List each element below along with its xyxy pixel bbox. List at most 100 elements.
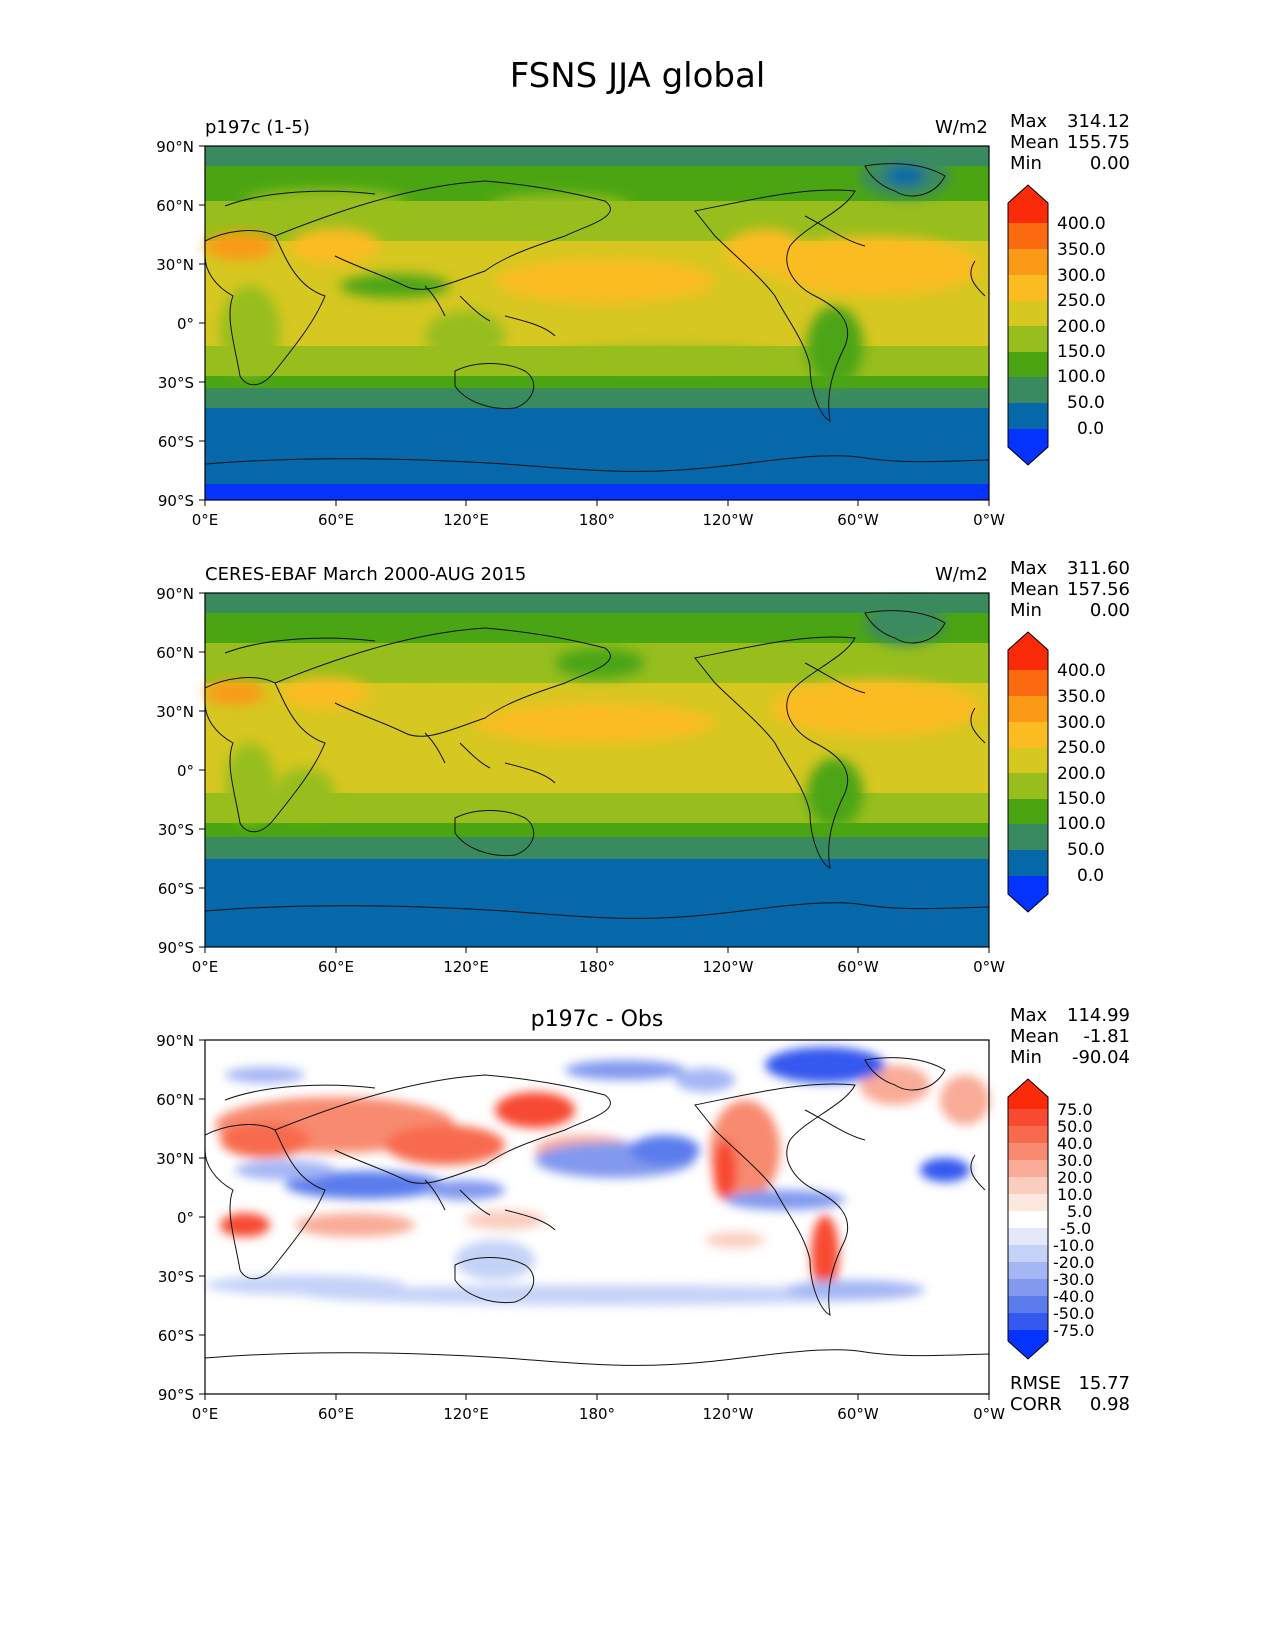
panel-3-xtick-120w: 120°W: [702, 1405, 754, 1423]
panel-1-ytick-60s: 60°S: [157, 433, 194, 451]
panel-2-min-value: 0.00: [1089, 600, 1130, 621]
panel-3-corr-label: CORR: [1010, 1394, 1062, 1415]
panel-2-cbar-label-400: 400.0: [1057, 661, 1106, 681]
panel-1-mean-value: 155.75: [1067, 132, 1130, 153]
panel-3-cbar-label-neg50: -50.0: [1053, 1304, 1095, 1323]
panel-3-cbar-label-40: 40.0: [1057, 1134, 1093, 1153]
panel-3-cbar-label-50: 50.0: [1057, 1117, 1093, 1136]
panel-3-xtick-0w: 0°W: [973, 1405, 1005, 1423]
panel-1-ytick-0: 0°: [176, 315, 194, 333]
panel-3-cbar-label-30: 30.0: [1057, 1151, 1093, 1170]
panel-3-max-label: Max: [1010, 1005, 1048, 1026]
panel-3-cbar-label-neg75: -75.0: [1053, 1321, 1095, 1340]
panel-2-mean-value: 157.56: [1067, 579, 1130, 600]
panel-1-cbar-label-400: 400.0: [1057, 214, 1106, 234]
panel-1-title: p197c (1-5): [205, 117, 310, 138]
panel-2-ytick-30n: 30°N: [156, 703, 194, 721]
panel-3-cbar-label-5: 5.0: [1067, 1202, 1093, 1221]
panel-3-xtick-60e: 60°E: [317, 1405, 355, 1423]
panel-2-cbar-label-250: 250.0: [1057, 738, 1106, 758]
panel-3-rmse-label: RMSE: [1010, 1373, 1061, 1394]
panel-2-cbar-label-150: 150.0: [1057, 789, 1106, 809]
figure-title: FSNS JJA global: [509, 56, 766, 96]
panel-3-cbar-label-neg5: -5.0: [1060, 1219, 1092, 1238]
panel-1-xtick-180: 180°: [578, 511, 616, 529]
panel-1-map: [204, 145, 990, 501]
panel-1-min-value: 0.00: [1089, 153, 1130, 174]
panel-2-ytick-90n: 90°N: [156, 585, 194, 603]
panel-1-cbar-label-0: 0.0: [1077, 419, 1105, 439]
panel-1-xtick-60w: 60°W: [837, 511, 879, 529]
panel-3-corr-value: 0.98: [1089, 1394, 1130, 1415]
panel-1-xtick-120w: 120°W: [702, 511, 754, 529]
panel-2-cbar-label-300: 300.0: [1057, 713, 1106, 733]
panel-1-cbar-label-250: 250.0: [1057, 291, 1106, 311]
panel-3-colorbar: [1007, 1078, 1049, 1360]
panel-3-cbar-label-neg10: -10.0: [1053, 1236, 1095, 1255]
panel-3-ytick-90n: 90°N: [156, 1032, 194, 1050]
panel-2-max-value: 311.60: [1067, 558, 1130, 579]
panel-1-xtick-120e: 120°E: [443, 511, 489, 529]
panel-3-max-value: 114.99: [1067, 1005, 1130, 1026]
panel-2-ytick-0: 0°: [176, 762, 194, 780]
panel-1-xtick-60e: 60°E: [317, 511, 355, 529]
panel-1-units: W/m2: [935, 117, 988, 138]
panel-2-units: W/m2: [935, 564, 988, 585]
panel-2-max-label: Max: [1010, 558, 1048, 579]
panel-1-max-value: 314.12: [1067, 111, 1130, 132]
panel-2-xtick-0w: 0°W: [973, 958, 1005, 976]
panel-3-cbar-label-75: 75.0: [1057, 1100, 1093, 1119]
panel-3-ytick-0: 0°: [176, 1209, 194, 1227]
panel-2-ytick-30s: 30°S: [157, 821, 194, 839]
panel-3-mean-value: -1.81: [1083, 1026, 1130, 1047]
panel-1-cbar-label-100: 100.0: [1057, 367, 1106, 387]
panel-2-xtick-120w: 120°W: [702, 958, 754, 976]
panel-3-xtick-180: 180°: [578, 1405, 616, 1423]
panel-1-ytick-90n: 90°N: [156, 138, 194, 156]
panel-1-ytick-90s: 90°S: [157, 492, 194, 510]
panel-3-cbar-label-20: 20.0: [1057, 1168, 1093, 1187]
panel-3-cbar-label-10: 10.0: [1057, 1185, 1093, 1204]
panel-3-mean-label: Mean: [1010, 1026, 1060, 1047]
panel-2-ytick-60n: 60°N: [156, 644, 194, 662]
panel-2-ytick-90s: 90°S: [157, 939, 194, 957]
panel-2-cbar-label-0: 0.0: [1077, 866, 1105, 886]
panel-3-ytick-90s: 90°S: [157, 1386, 194, 1404]
panel-1-cbar-label-150: 150.0: [1057, 342, 1106, 362]
panel-2-title: CERES-EBAF March 2000-AUG 2015: [205, 564, 527, 585]
panel-3-xtick-120e: 120°E: [443, 1405, 489, 1423]
panel-2-colorbar: [1007, 631, 1049, 913]
panel-3-cbar-label-neg40: -40.0: [1053, 1287, 1095, 1306]
panel-2-xtick-120e: 120°E: [443, 958, 489, 976]
panel-1-mean-label: Mean: [1010, 132, 1060, 153]
panel-2-cbar-label-100: 100.0: [1057, 814, 1106, 834]
panel-2-mean-label: Mean: [1010, 579, 1060, 600]
panel-3-xtick-0e: 0°E: [191, 1405, 219, 1423]
panel-3-cbar-label-neg20: -20.0: [1053, 1253, 1095, 1272]
panel-1-cbar-label-50: 50.0: [1067, 393, 1105, 413]
panel-1-max-label: Max: [1010, 111, 1048, 132]
panel-1-ytick-30s: 30°S: [157, 374, 194, 392]
panel-3-rmse-value: 15.77: [1078, 1373, 1130, 1394]
panel-3-cbar-label-neg30: -30.0: [1053, 1270, 1095, 1289]
panel-3-ytick-60s: 60°S: [157, 1327, 194, 1345]
panel-3-ytick-30s: 30°S: [157, 1268, 194, 1286]
panel-2-cbar-label-200: 200.0: [1057, 764, 1106, 784]
panel-2-cbar-label-350: 350.0: [1057, 687, 1106, 707]
panel-1-xtick-0e: 0°E: [191, 511, 219, 529]
panel-2-xtick-60w: 60°W: [837, 958, 879, 976]
panel-2-cbar-label-50: 50.0: [1067, 840, 1105, 860]
panel-1-cbar-label-350: 350.0: [1057, 240, 1106, 260]
panel-3-xtick-60w: 60°W: [837, 1405, 879, 1423]
panel-3-ytick-30n: 30°N: [156, 1150, 194, 1168]
panel-3-min-label: Min: [1010, 1047, 1042, 1068]
panel-2-xtick-0e: 0°E: [191, 958, 219, 976]
panel-2-min-label: Min: [1010, 600, 1042, 621]
panel-1-ytick-60n: 60°N: [156, 197, 194, 215]
panel-2-ytick-60s: 60°S: [157, 880, 194, 898]
panel-1-cbar-label-200: 200.0: [1057, 317, 1106, 337]
panel-2-xtick-180: 180°: [578, 958, 616, 976]
